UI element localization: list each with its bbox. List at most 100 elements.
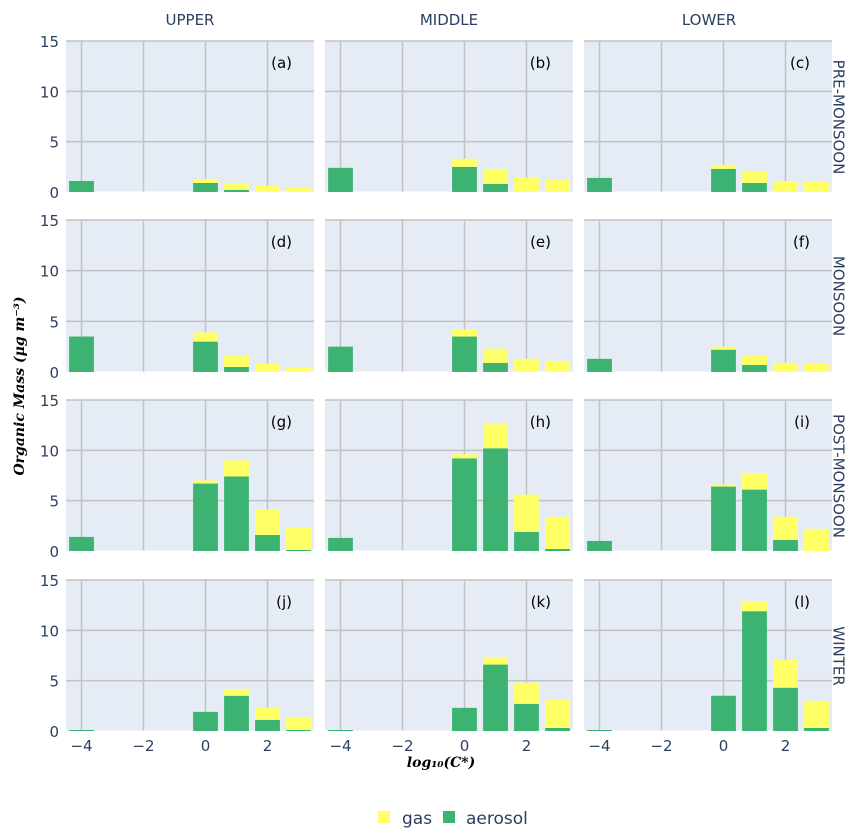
bar-gas bbox=[773, 362, 798, 372]
bar-gas bbox=[514, 494, 539, 532]
y-tick-label: 0 bbox=[49, 723, 59, 741]
bar-aerosol bbox=[286, 729, 311, 731]
bar-aerosol bbox=[69, 536, 94, 551]
bar-aerosol bbox=[328, 729, 353, 731]
bar-gas bbox=[193, 480, 218, 484]
bar-aerosol bbox=[193, 711, 218, 731]
y-tick-label: 0 bbox=[49, 364, 59, 382]
panel-4: (d) 0 5 10 15 bbox=[40, 212, 314, 382]
panel-7: (g) 0 5 10 15 bbox=[40, 392, 314, 561]
bar-gas bbox=[545, 360, 570, 372]
bar-gas bbox=[286, 366, 311, 372]
legend-swatch-gas bbox=[378, 811, 390, 823]
plot-background bbox=[584, 220, 832, 372]
x-tick-label: 0 bbox=[460, 737, 470, 755]
bar-gas bbox=[255, 509, 280, 535]
bar-gas bbox=[224, 689, 249, 696]
bar-gas bbox=[514, 682, 539, 704]
bar-aerosol bbox=[742, 182, 767, 192]
legend-swatch-aerosol bbox=[443, 811, 455, 823]
y-axis-title: Organic Mass (μg m⁻³) bbox=[12, 296, 28, 475]
bar-aerosol bbox=[742, 364, 767, 372]
bar-gas bbox=[452, 454, 477, 459]
y-tick-label: 10 bbox=[40, 263, 59, 281]
bar-aerosol bbox=[224, 366, 249, 372]
bar-aerosol bbox=[193, 483, 218, 551]
bar-aerosol bbox=[545, 548, 570, 551]
bar-gas bbox=[224, 460, 249, 477]
plot-background bbox=[66, 580, 314, 731]
panel-3: (c) bbox=[584, 40, 832, 193]
bar-gas bbox=[286, 527, 311, 550]
x-tick-label: 2 bbox=[781, 737, 791, 755]
y-tick-label: 5 bbox=[49, 673, 59, 691]
panel-12: (l) −4 −2 0 2 bbox=[584, 579, 832, 755]
x-tick-label: −4 bbox=[70, 737, 92, 755]
bar-aerosol bbox=[69, 336, 94, 372]
legend: gas aerosol bbox=[378, 809, 528, 829]
x-tick-label: 2 bbox=[263, 737, 273, 755]
legend-label-gas: gas bbox=[402, 809, 432, 829]
bar-aerosol bbox=[328, 167, 353, 192]
bar-aerosol bbox=[224, 476, 249, 551]
bar-gas bbox=[804, 700, 829, 728]
column-title-middle: MIDDLE bbox=[420, 11, 478, 29]
bar-aerosol bbox=[514, 531, 539, 551]
legend-label-aerosol: aerosol bbox=[466, 809, 528, 829]
x-tick-label: 0 bbox=[201, 737, 211, 755]
bar-aerosol bbox=[255, 534, 280, 551]
bar-aerosol bbox=[587, 729, 612, 731]
panel-label: (b) bbox=[530, 54, 551, 72]
bar-aerosol bbox=[483, 664, 508, 731]
bar-aerosol bbox=[587, 540, 612, 551]
panel-5: (e) bbox=[325, 219, 573, 373]
bar-gas bbox=[773, 516, 798, 540]
y-tick-label: 15 bbox=[40, 572, 59, 590]
panel-label: (c) bbox=[790, 54, 810, 72]
bar-aerosol bbox=[452, 707, 477, 731]
row-title-pre-monsoon: PRE-MONSOON bbox=[830, 60, 848, 175]
x-tick-label: −2 bbox=[391, 737, 413, 755]
bar-aerosol bbox=[483, 448, 508, 551]
row-title-post-monsoon: POST-MONSOON bbox=[830, 414, 848, 538]
bar-gas bbox=[224, 182, 249, 190]
bar-aerosol bbox=[193, 341, 218, 372]
y-tick-label: 10 bbox=[40, 442, 59, 460]
panel-2: (b) bbox=[325, 40, 573, 193]
bar-aerosol bbox=[483, 183, 508, 192]
x-tick-label: −4 bbox=[588, 737, 610, 755]
bar-aerosol bbox=[483, 362, 508, 372]
bar-aerosol bbox=[224, 189, 249, 192]
bar-aerosol bbox=[255, 719, 280, 731]
bar-gas bbox=[255, 185, 280, 192]
panel-label: (h) bbox=[530, 413, 551, 431]
bar-gas bbox=[483, 168, 508, 184]
panel-11: (k) −4 −2 0 2 bbox=[325, 579, 573, 755]
bar-gas bbox=[711, 164, 736, 169]
x-tick-label: 2 bbox=[522, 737, 532, 755]
bar-aerosol bbox=[711, 168, 736, 192]
bar-aerosol bbox=[193, 182, 218, 192]
bar-aerosol bbox=[742, 611, 767, 731]
column-title-lower: LOWER bbox=[682, 11, 736, 29]
bar-aerosol bbox=[587, 177, 612, 192]
bar-gas bbox=[545, 179, 570, 192]
bar-gas bbox=[255, 363, 280, 372]
y-tick-label: 5 bbox=[49, 493, 59, 511]
row-title-winter: WINTER bbox=[830, 626, 848, 686]
plot-background bbox=[584, 41, 832, 192]
panel-label: (f) bbox=[793, 233, 810, 251]
bar-aerosol bbox=[545, 727, 570, 731]
x-tick-label: −2 bbox=[650, 737, 672, 755]
y-tick-label: 15 bbox=[40, 392, 59, 410]
bar-gas bbox=[483, 657, 508, 665]
plot-background bbox=[66, 41, 314, 192]
panel-label: (k) bbox=[531, 593, 551, 611]
column-titles: UPPER MIDDLE LOWER bbox=[166, 11, 737, 29]
bar-gas bbox=[742, 473, 767, 490]
bar-gas bbox=[773, 180, 798, 192]
y-tick-label: 0 bbox=[49, 184, 59, 202]
bar-gas bbox=[545, 699, 570, 728]
